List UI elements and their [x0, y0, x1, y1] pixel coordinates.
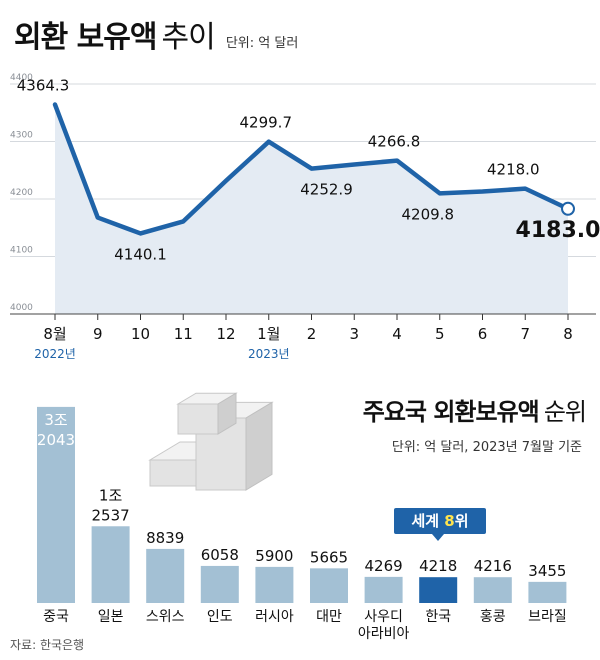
ranking-title-light: 순위: [543, 398, 587, 426]
data-label: 4209.8: [402, 205, 455, 223]
money-stack-tall-side: [245, 401, 273, 491]
bar-value-label: 5665: [310, 548, 348, 566]
world-rank-badge: 세계 8위: [394, 508, 486, 534]
x-tick-label: 4: [392, 325, 402, 343]
x-tick-label: 10: [131, 325, 150, 343]
bar-value-label: 5900: [255, 547, 293, 565]
bar-value-label: 8839: [146, 529, 184, 547]
badge-prefix: 세계: [411, 512, 445, 530]
line-chart-unit: 단위: 억 달러: [225, 36, 299, 51]
ranking-unit: 단위: 억 달러, 2023년 7월말 기준: [391, 440, 582, 455]
bar-value-label: 4269: [365, 557, 403, 575]
x-tick-label: 8: [563, 325, 573, 343]
y-tick-label: 4100: [10, 246, 33, 256]
bar: [37, 406, 75, 603]
end-point-marker: [561, 201, 575, 216]
bar-category-label: 대만: [316, 609, 342, 625]
bar-category-label: 스위스: [146, 609, 185, 625]
bar-value-label: 3조: [44, 411, 68, 429]
bar: [364, 576, 403, 603]
x-tick-label: 12: [216, 325, 235, 343]
ranking-title: 주요국 외환보유액 순위: [362, 392, 587, 427]
bar-category-label: 일본: [98, 609, 124, 625]
bar-value-label: 4218: [419, 557, 457, 575]
bar: [310, 568, 348, 603]
badge-pointer: [432, 534, 444, 541]
y-tick-label: 4200: [10, 188, 33, 198]
year-label: 2023년: [248, 347, 290, 361]
bar-category-label: 인도: [207, 609, 233, 625]
data-label: 4140.1: [114, 245, 167, 263]
y-tick-label: 4000: [10, 303, 33, 313]
x-tick-label: 5: [435, 325, 445, 343]
bar: [91, 526, 130, 603]
title-light-text: 추이: [161, 20, 216, 55]
bar-value-label: 2537: [92, 506, 130, 524]
x-tick-label: 9: [93, 325, 103, 343]
x-tick-label: 3: [349, 325, 359, 343]
bar-category-label: 브라질: [528, 609, 567, 625]
data-label: 4299.7: [240, 114, 293, 132]
bar-value-label: 6058: [201, 546, 239, 564]
bar: [473, 577, 512, 603]
bar-value-label: 1조: [99, 486, 123, 504]
x-tick-label: 6: [478, 325, 488, 343]
bar-category-label: 한국: [425, 609, 451, 625]
data-label: 4183.0: [516, 218, 600, 243]
x-tick-label: 8월: [43, 325, 66, 343]
bar: [200, 565, 239, 603]
data-label: 4218.0: [487, 161, 540, 179]
bar: [146, 548, 185, 603]
badge-rank-number: 8: [444, 512, 455, 530]
bar-value-label: 4216: [474, 557, 512, 575]
title-bold-text: 외환 보유액: [14, 20, 157, 55]
bar: [255, 566, 294, 603]
source-note: 자료: 한국은행: [10, 638, 85, 652]
money-stack-top-side: [217, 392, 237, 435]
year-label: 2022년: [34, 347, 76, 361]
x-tick-label: 7: [520, 325, 530, 343]
bar-category-label: 아라비아: [358, 626, 410, 642]
bar: [528, 581, 567, 603]
x-tick-label: 2: [307, 325, 317, 343]
y-tick-label: 4300: [10, 131, 33, 141]
ranking-title-bold: 주요국 외환보유액: [362, 398, 540, 426]
badge-suffix: 위: [454, 512, 469, 530]
bar-value-label: 2043: [37, 431, 75, 449]
bar-category-label: 러시아: [255, 609, 294, 625]
area-fill: [55, 104, 568, 314]
bar-category-label: 사우디: [364, 609, 403, 625]
x-tick-label: 1월: [257, 325, 280, 343]
series-line: [52, 102, 571, 236]
x-tick-label: 11: [174, 325, 193, 343]
data-label: 4364.3: [17, 77, 70, 95]
data-label: 4252.9: [300, 181, 353, 199]
chart-title: 외환 보유액 추이 단위: 억 달러: [14, 12, 298, 56]
y-tick-label: 4400: [10, 73, 33, 83]
bar-category-label: 홍콩: [480, 609, 506, 625]
data-label: 4266.8: [368, 133, 421, 151]
bar-category-label: 중국: [43, 609, 69, 625]
bar-value-label: 3455: [528, 562, 566, 580]
money-stack-top-front: [177, 403, 219, 435]
bar: [419, 577, 458, 603]
